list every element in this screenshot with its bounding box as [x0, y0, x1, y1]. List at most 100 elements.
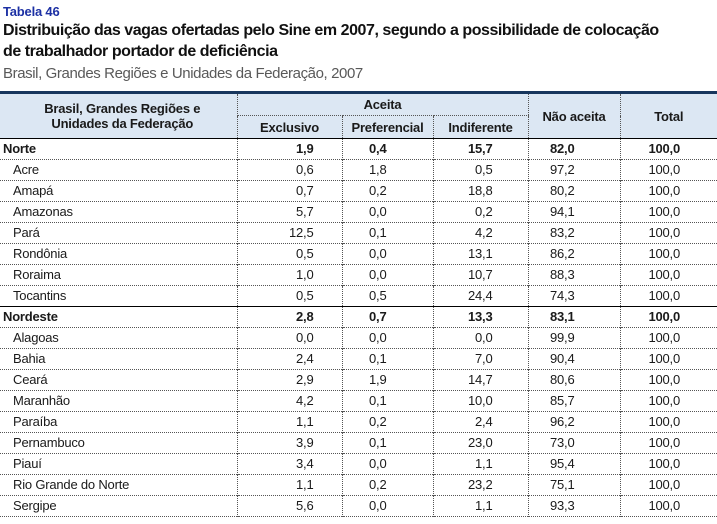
- value-cell: 100,0: [619, 306, 717, 328]
- value-cell: 100,0: [619, 327, 717, 349]
- region-label: Tocantins: [13, 288, 67, 303]
- value-cell: 2,8: [236, 306, 342, 328]
- value-cell: 0,0: [341, 453, 433, 475]
- table-subtitle: Brasil, Grandes Regiões e Unidades da Fe…: [3, 65, 363, 82]
- value-cell: 2,9: [236, 369, 342, 391]
- value-cell: 0,7: [341, 306, 433, 328]
- region-label: Acre: [13, 162, 39, 177]
- column-header-exclusivo: Exclusivo: [236, 115, 342, 139]
- region-label: Maranhão: [13, 393, 70, 408]
- value-cell: 100,0: [619, 159, 717, 181]
- column-header-total: Total: [619, 92, 717, 139]
- region-header-line1: Brasil, Grandes Regiões e: [44, 101, 201, 116]
- value-cell: 85,7: [527, 390, 621, 412]
- table-row: Sergipe 5,6 0,0 1,1 93,3 100,0: [0, 495, 717, 517]
- value-cell: 83,2: [527, 222, 621, 244]
- value-cell: 0,5: [341, 285, 433, 307]
- table-row: Maranhão 4,2 0,1 10,0 85,7 100,0: [0, 390, 717, 412]
- region-label: Bahia: [13, 351, 46, 366]
- value-cell: 10,0: [432, 390, 529, 412]
- value-cell: 1,1: [432, 495, 529, 517]
- value-cell: 0,0: [432, 327, 529, 349]
- value-cell: 0,0: [341, 327, 433, 349]
- value-cell: 82,0: [527, 138, 621, 160]
- value-cell: 1,1: [236, 411, 342, 433]
- value-cell: 100,0: [619, 432, 717, 454]
- table-header: Brasil, Grandes Regiões e Unidades da Fe…: [0, 92, 717, 139]
- value-cell: 5,7: [236, 201, 342, 223]
- value-cell: 2,4: [432, 411, 529, 433]
- value-cell: 0,0: [341, 264, 433, 286]
- value-cell: 24,4: [432, 285, 529, 307]
- value-cell: 14,7: [432, 369, 529, 391]
- value-cell: 1,0: [236, 264, 342, 286]
- value-cell: 100,0: [619, 180, 717, 202]
- value-cell: 0,2: [341, 474, 433, 496]
- table-row: Amazonas 5,7 0,0 0,2 94,1 100,0: [0, 201, 717, 223]
- value-cell: 93,3: [527, 495, 621, 517]
- value-cell: 1,9: [236, 138, 342, 160]
- value-cell: 100,0: [619, 453, 717, 475]
- region-label: Amazonas: [13, 204, 73, 219]
- table-number: Tabela 46: [3, 4, 60, 19]
- region-label: Norte: [3, 141, 36, 156]
- value-cell: 23,0: [432, 432, 529, 454]
- value-cell: 75,1: [527, 474, 621, 496]
- table-row: Rondônia 0,5 0,0 13,1 86,2 100,0: [0, 243, 717, 265]
- value-cell: 80,2: [527, 180, 621, 202]
- table-row: Pará 12,5 0,1 4,2 83,2 100,0: [0, 222, 717, 244]
- value-cell: 100,0: [619, 495, 717, 517]
- value-cell: 0,7: [236, 180, 342, 202]
- value-cell: 100,0: [619, 369, 717, 391]
- value-cell: 0,2: [341, 180, 433, 202]
- value-cell: 23,2: [432, 474, 529, 496]
- table-row: Ceará 2,9 1,9 14,7 80,6 100,0: [0, 369, 717, 391]
- value-cell: 100,0: [619, 348, 717, 370]
- value-cell: 73,0: [527, 432, 621, 454]
- column-header-preferencial: Preferencial: [341, 115, 433, 139]
- table-title-line1: Distribuição das vagas ofertadas pelo Si…: [3, 22, 659, 39]
- table-row: Alagoas 0,0 0,0 0,0 99,9 100,0: [0, 327, 717, 349]
- region-label: Sergipe: [13, 498, 57, 513]
- value-cell: 0,0: [341, 243, 433, 265]
- value-cell: 100,0: [619, 264, 717, 286]
- table-row: Rio Grande do Norte 1,1 0,2 23,2 75,1 100,0: [0, 474, 717, 496]
- value-cell: 5,6: [236, 495, 342, 517]
- value-cell: 18,8: [432, 180, 529, 202]
- value-cell: 1,1: [432, 453, 529, 475]
- value-cell: 10,7: [432, 264, 529, 286]
- value-cell: 0,2: [341, 411, 433, 433]
- value-cell: 12,5: [236, 222, 342, 244]
- value-cell: 13,3: [432, 306, 529, 328]
- value-cell: 0,0: [341, 495, 433, 517]
- region-label: Pernambuco: [13, 435, 85, 450]
- value-cell: 0,6: [236, 159, 342, 181]
- value-cell: 99,9: [527, 327, 621, 349]
- region-label: Nordeste: [3, 309, 58, 324]
- value-cell: 15,7: [432, 138, 529, 160]
- value-cell: 86,2: [527, 243, 621, 265]
- table-caption: Tabela 46 Distribuição das vagas ofertad…: [0, 0, 717, 84]
- column-header-indiferente: Indiferente: [432, 115, 529, 139]
- value-cell: 3,4: [236, 453, 342, 475]
- region-label: Piauí: [13, 456, 42, 471]
- region-label: Amapá: [13, 183, 54, 198]
- value-cell: 0,1: [341, 432, 433, 454]
- value-cell: 2,4: [236, 348, 342, 370]
- column-group-aceita: Aceita: [236, 92, 529, 116]
- value-cell: 100,0: [619, 201, 717, 223]
- value-cell: 100,0: [619, 222, 717, 244]
- value-cell: 100,0: [619, 138, 717, 160]
- table-row: Norte 1,9 0,4 15,7 82,0 100,0: [0, 138, 717, 160]
- value-cell: 100,0: [619, 285, 717, 307]
- region-label: Ceará: [13, 372, 48, 387]
- value-cell: 90,4: [527, 348, 621, 370]
- value-cell: 7,0: [432, 348, 529, 370]
- value-cell: 0,4: [341, 138, 433, 160]
- value-cell: 1,8: [341, 159, 433, 181]
- value-cell: 96,2: [527, 411, 621, 433]
- value-cell: 0,5: [236, 243, 342, 265]
- value-cell: 100,0: [619, 411, 717, 433]
- value-cell: 95,4: [527, 453, 621, 475]
